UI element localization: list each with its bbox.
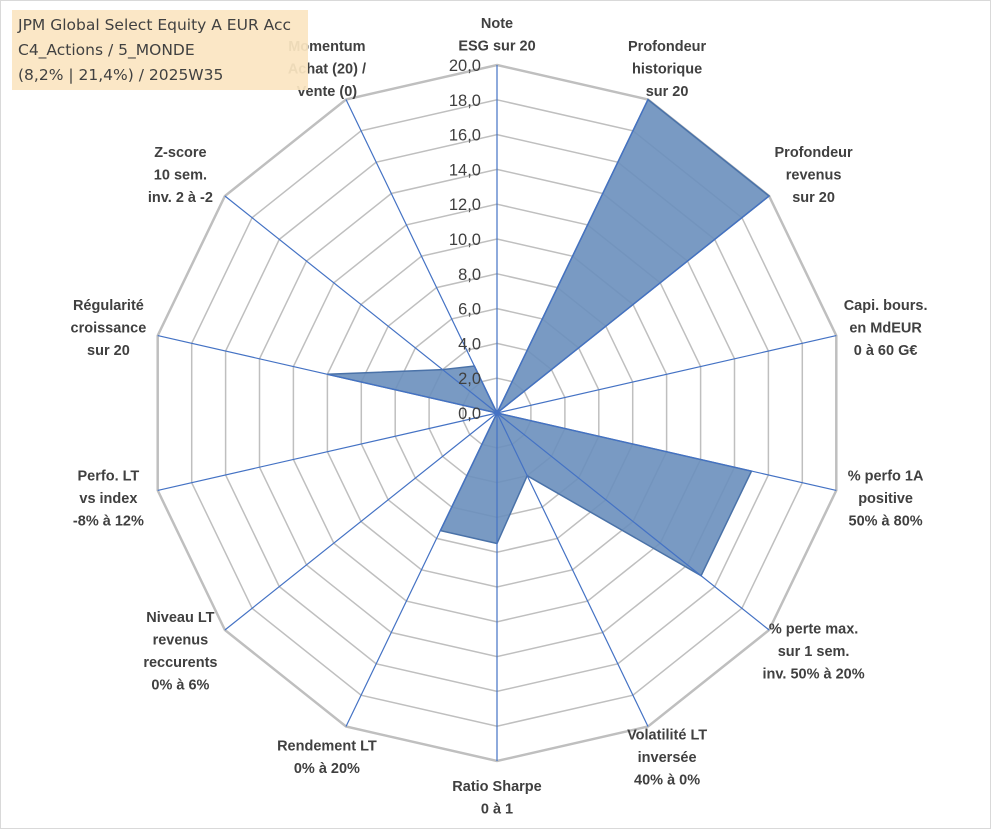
fund-name: JPM Global Select Equity A EUR Acc (18, 16, 292, 34)
axis-label-5: % perte max. sur 1 sem. inv. 50% à 20% (763, 621, 865, 682)
axis-label-11: Régularité croissance sur 20 (71, 298, 147, 359)
axis-labels: Note ESG sur 20 Profondeur historique sur 20… (71, 16, 928, 818)
axis-label-2-line-0: Profondeur (775, 145, 853, 161)
axis-label-7-line-1: 0 à 1 (481, 802, 513, 818)
tick-label-8: 16,0 (449, 127, 481, 145)
axis-label-9-line-0: Niveau LT (146, 610, 214, 626)
tick-label-7: 14,0 (449, 161, 481, 179)
axis-label-4-line-0: % perfo 1A (848, 468, 924, 484)
axis-label-2: Profondeur revenus sur 20 (775, 145, 853, 206)
axis-label-8: Rendement LT 0% à 20% (277, 739, 377, 778)
tick-label-4: 8,0 (458, 266, 481, 284)
axis-label-6-line-1: inversée (638, 750, 697, 766)
axis-label-5-line-0: % perte max. (769, 621, 858, 637)
axis-label-12: Z-score 10 sem. inv. 2 à -2 (148, 145, 213, 206)
axis-label-6-line-2: 40% à 0% (634, 772, 700, 788)
axis-label-9-line-3: 0% à 6% (151, 678, 209, 694)
axis-label-6: Volatilité LT inversée 40% à 0% (627, 727, 707, 788)
spoke-9 (224, 412, 498, 631)
tick-label-2: 4,0 (458, 335, 481, 353)
axis-label-9-line-2: reccurents (143, 655, 217, 671)
axis-label-9-line-1: revenus (153, 633, 209, 649)
axis-label-2-line-1: revenus (786, 168, 842, 184)
axis-label-10-line-1: vs index (79, 491, 137, 507)
spoke-5 (496, 412, 770, 631)
axis-label-3-line-2: 0 à 60 G€ (854, 343, 918, 359)
fund-stats-week: (8,2% | 21,4%) / 2025W35 (18, 66, 224, 84)
axis-label-4-line-1: positive (858, 491, 913, 507)
axis-label-12-line-0: Z-score (154, 145, 206, 161)
axis-label-0-line-1: ESG sur 20 (458, 39, 535, 55)
axis-label-3: Capi. bours. en MdEUR 0 à 60 G€ (844, 298, 928, 359)
axis-label-13-line-2: Vente (0) (297, 84, 358, 100)
fund-info-box: JPM Global Select Equity A EUR Acc C4_Ac… (12, 10, 308, 90)
spoke-4 (496, 412, 837, 491)
axis-label-8-line-1: 0% à 20% (294, 761, 360, 777)
axis-label-0: Note ESG sur 20 (458, 16, 535, 55)
axis-label-3-line-1: en MdEUR (849, 321, 922, 337)
axis-label-2-line-2: sur 20 (792, 190, 835, 206)
axis-label-3-line-0: Capi. bours. (844, 298, 928, 314)
axis-label-11-line-2: sur 20 (87, 343, 130, 359)
spoke-8 (345, 412, 498, 727)
axis-label-0-line-0: Note (481, 16, 513, 32)
spoke-10 (157, 412, 498, 491)
axis-label-6-line-0: Volatilité LT (627, 727, 707, 743)
axis-label-4-line-2: 50% à 80% (849, 513, 923, 529)
axis-label-9: Niveau LT revenus reccurents 0% à 6% (143, 610, 217, 694)
axis-label-11-line-1: croissance (71, 321, 147, 337)
axis-label-1-line-0: Profondeur (628, 39, 706, 55)
tick-label-9: 18,0 (449, 92, 481, 110)
axis-label-7-line-0: Ratio Sharpe (452, 779, 541, 795)
spoke-layer (157, 65, 837, 761)
tick-label-3: 6,0 (458, 301, 481, 319)
axis-label-7: Ratio Sharpe 0 à 1 (452, 779, 541, 818)
tick-label-10: 20,0 (449, 57, 481, 75)
spoke-3 (496, 335, 837, 414)
axis-label-4: % perfo 1A positive 50% à 80% (848, 468, 924, 529)
axis-label-5-line-1: sur 1 sem. (778, 644, 850, 660)
axis-label-1-line-2: sur 20 (646, 84, 689, 100)
axis-label-11-line-0: Régularité (73, 298, 144, 314)
fund-category: C4_Actions / 5_MONDE (18, 41, 195, 59)
axis-label-1: Profondeur historique sur 20 (628, 39, 706, 100)
tick-label-6: 12,0 (449, 196, 481, 214)
spoke-1 (496, 99, 649, 414)
tick-label-0: 0,0 (458, 405, 481, 423)
axis-label-5-line-2: inv. 50% à 20% (763, 666, 865, 682)
spoke-6 (496, 412, 649, 727)
spoke-13 (345, 99, 498, 414)
spoke-12 (224, 195, 498, 414)
tick-labels: 0,0 2,0 4,0 6,0 8,0 10,0 12,0 14,0 16,0 18,0 20,0 (449, 57, 481, 423)
axis-label-12-line-2: inv. 2 à -2 (148, 190, 213, 206)
axis-label-1-line-1: historique (632, 62, 702, 78)
tick-label-5: 10,0 (449, 231, 481, 249)
axis-label-10-line-2: -8% à 12% (73, 513, 144, 529)
spoke-2 (496, 195, 770, 414)
axis-label-10: Perfo. LT vs index -8% à 12% (73, 468, 144, 529)
spoke-11 (157, 335, 498, 414)
axis-label-10-line-0: Perfo. LT (78, 468, 140, 484)
tick-label-1: 2,0 (458, 370, 481, 388)
axis-label-12-line-1: 10 sem. (154, 168, 207, 184)
axis-label-8-line-0: Rendement LT (277, 739, 377, 755)
